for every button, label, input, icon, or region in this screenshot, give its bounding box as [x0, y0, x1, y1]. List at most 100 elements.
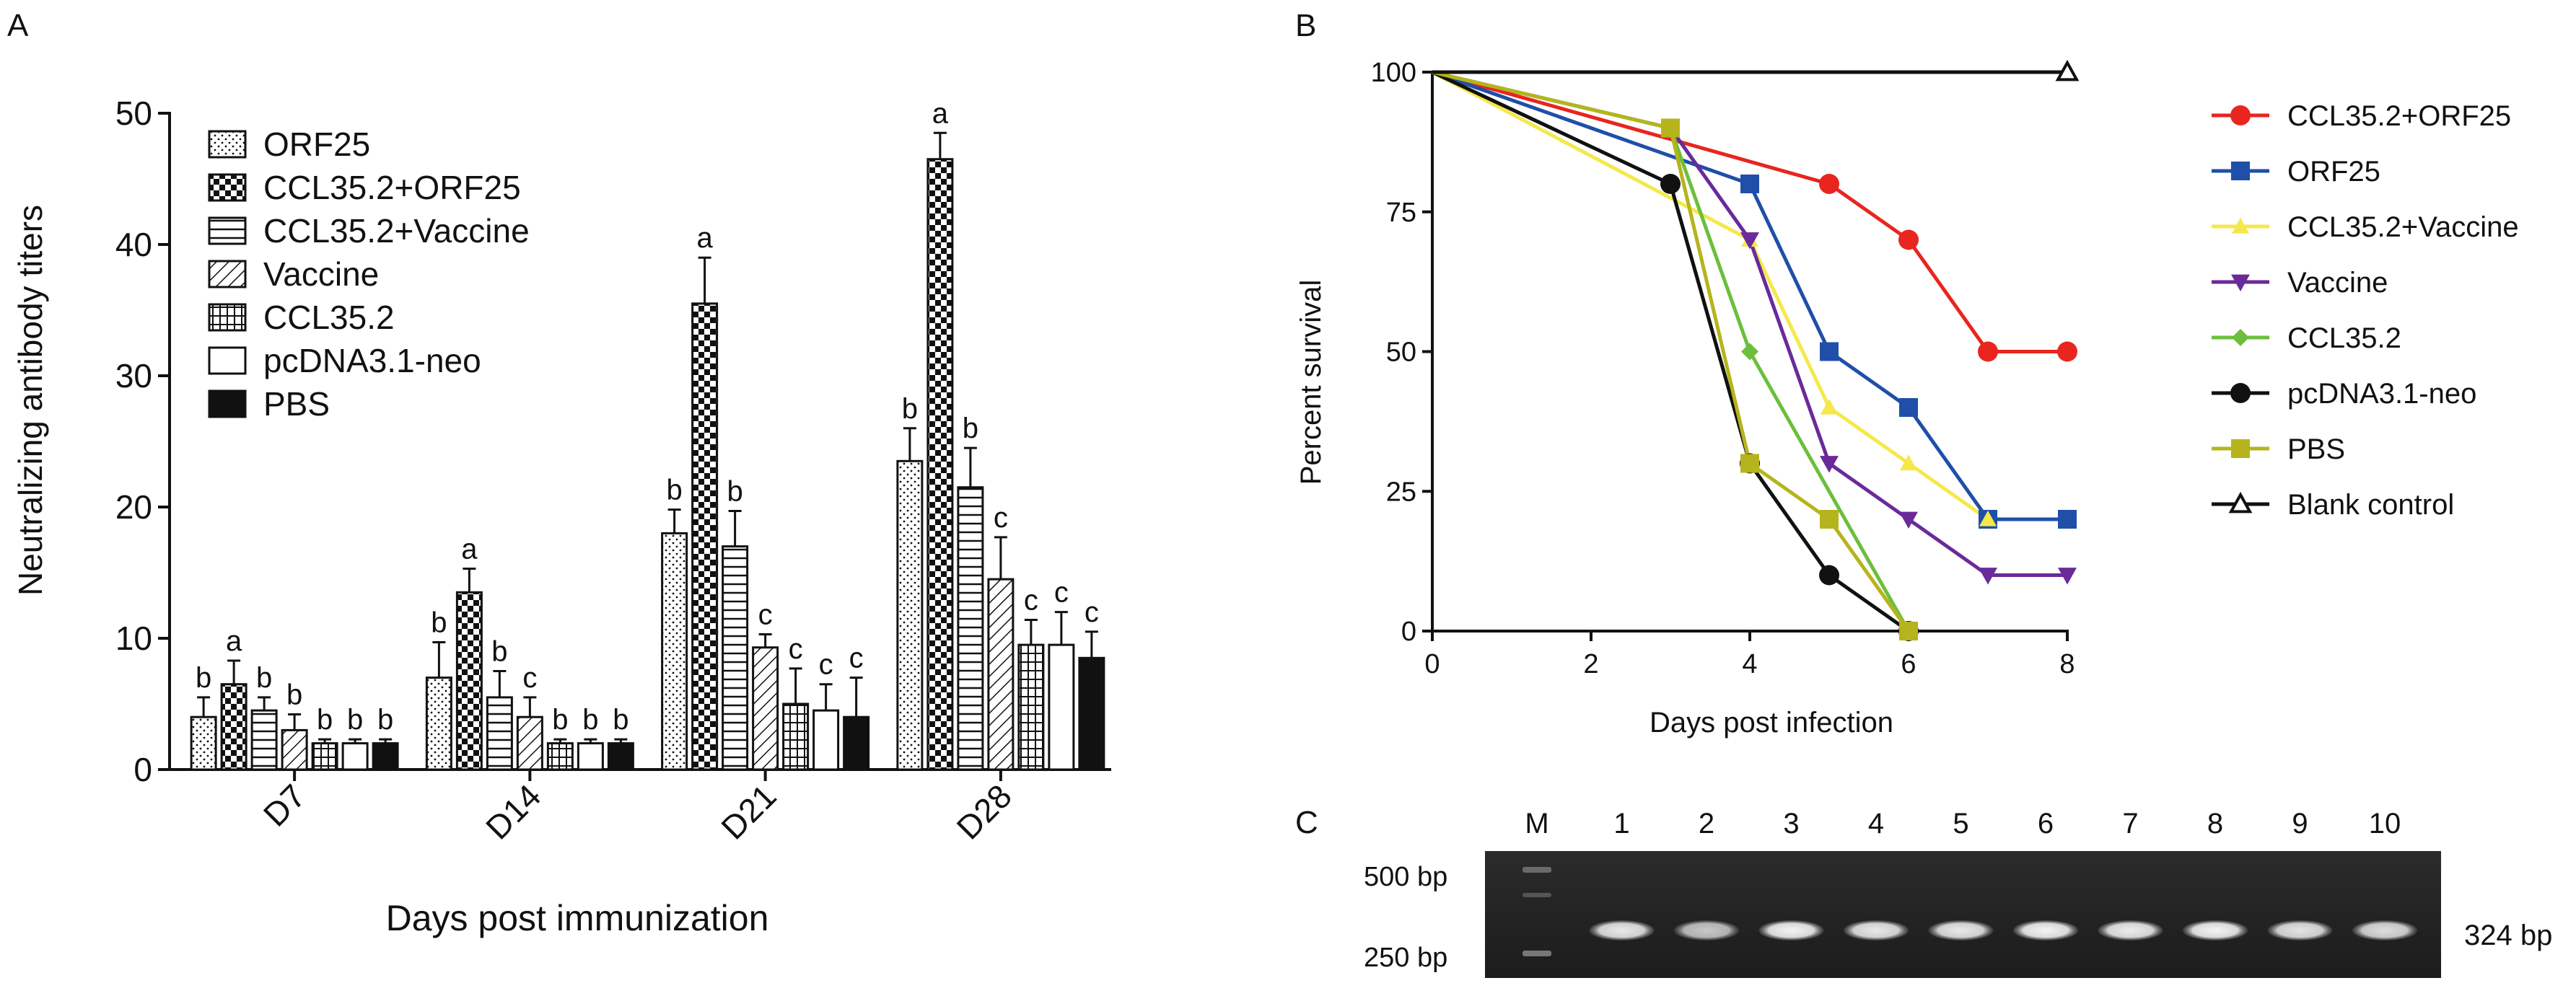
survival-point [2057, 341, 2077, 362]
gel-panel-c: 500 bp 250 bp 324 bp M 1 2 3 4 5 6 7 8 9 10 [1364, 808, 2552, 978]
panel-a-significance-letter: c [758, 599, 773, 631]
panel-a-bar [722, 545, 749, 771]
gel-band [1844, 920, 1909, 940]
panel-b-x-tick-label: 6 [1901, 649, 1916, 679]
panel-label-a: A [7, 8, 29, 43]
panel-a-legend-label: pcDNA3.1-neo [263, 342, 481, 379]
panel-a-legend-swatch [208, 303, 247, 332]
survival-point [1661, 118, 1680, 138]
panel-a-y-tick-label: 50 [115, 94, 152, 132]
survival-point [2055, 59, 2080, 81]
panel-a-bar [372, 742, 399, 771]
panel-a-significance-letter: b [377, 704, 393, 736]
gel-lane-label: 6 [2038, 808, 2054, 839]
survival-point [2232, 218, 2249, 234]
gel-lane-label: 3 [1783, 808, 1799, 839]
panel-a-significance-letter: c [819, 649, 833, 681]
panel-a-bar [691, 302, 719, 771]
survival-point [1899, 622, 1918, 640]
bar-chart-panel-a: Neutralizing antibody titers Days post i… [12, 94, 1111, 938]
panel-a-legend-label: CCL35.2+Vaccine [263, 212, 530, 250]
survival-point [1819, 565, 1839, 586]
survival-point [1898, 229, 1919, 250]
panel-a-legend-label: Vaccine [263, 255, 379, 293]
panel-a-bar [896, 459, 924, 771]
panel-a-significance-letter: c [789, 633, 803, 665]
panel-b-legend-label: CCL35.2 [2287, 322, 2401, 354]
survival-point [2231, 162, 2250, 180]
panel-a-bar [782, 702, 810, 771]
panel-a-bar [1017, 643, 1045, 771]
gel-band [2267, 920, 2333, 940]
gel-band [2098, 920, 2163, 940]
gel-lane-label: 5 [1953, 808, 1968, 839]
gel-band [1758, 920, 1824, 940]
gel-band [1928, 920, 1994, 940]
gel-lane-label: 1 [1613, 808, 1629, 839]
panel-a-bar [486, 696, 513, 771]
gel-lane-label: 8 [2207, 808, 2223, 839]
gel-ladder-band [1523, 893, 1551, 897]
gel-lane-label: 9 [2292, 808, 2308, 839]
panel-a-significance-letter: b [431, 607, 447, 638]
panel-a-legend-swatch [208, 389, 247, 418]
panel-b-legend: CCL35.2+ORF25 ORF25 CCL35.2+Vaccine Vaccine… [2212, 100, 2519, 521]
panel-b-x-tick-label: 8 [2059, 649, 2075, 679]
panel-a-bar [577, 742, 604, 771]
survival-point [1979, 511, 1997, 526]
panel-a-significance-letter: b [286, 679, 302, 711]
panel-a-bar [661, 532, 688, 771]
panel-a-significance-letter: b [667, 475, 683, 506]
panel-a-bar [1048, 643, 1075, 771]
survival-point [2230, 383, 2251, 403]
survival-point [1820, 342, 1839, 361]
panel-a-legend-label: CCL35.2+ORF25 [263, 169, 521, 206]
survival-point [1740, 232, 1759, 250]
panel-a-significance-letter: b [317, 704, 333, 736]
survival-line [1432, 70, 2067, 521]
panel-b-y-tick-label: 25 [1386, 477, 1416, 507]
panel-a-x-tick-label: D21 [714, 777, 783, 846]
panel-a-bar [425, 677, 452, 771]
panel-a-bar [546, 742, 574, 771]
panel-a-significance-letter: b [347, 704, 363, 736]
panel-a-significance-letter: c [994, 502, 1008, 534]
gel-ladder-band [1523, 951, 1551, 956]
panel-b-legend-label: Blank control [2287, 489, 2454, 521]
gel-marker-250: 250 bp [1364, 943, 1447, 973]
panel-b-legend-label: Vaccine [2287, 267, 2388, 299]
survival-point [1741, 343, 1758, 361]
gel-product-size: 324 bp [2464, 920, 2552, 951]
survival-line [1432, 70, 2067, 353]
panel-a-bar [516, 715, 543, 771]
panel-a-x-tick-label: D14 [478, 777, 548, 846]
panel-a-significance-letter: b [963, 413, 978, 444]
survival-point [1899, 511, 1918, 529]
panel-a-y-axis-label: Neutralizing antibody titers [12, 205, 49, 596]
panel-a-significance-letter: b [727, 475, 743, 507]
panel-a-significance-letter: b [491, 636, 507, 668]
panel-a-significance-letter: a [461, 534, 478, 565]
panel-a-bar [843, 715, 870, 771]
panel-b-x-axis-label: Days post infection [1650, 707, 1893, 739]
panel-a-bar [220, 683, 247, 771]
panel-b-legend-label: CCL35.2+Vaccine [2287, 211, 2519, 243]
panel-a-significance-letter: b [613, 704, 628, 736]
survival-point [2231, 274, 2250, 291]
panel-a-significance-letter: a [226, 625, 242, 657]
panel-a-legend-label: ORF25 [263, 125, 370, 163]
panel-label-b: B [1295, 8, 1316, 43]
panel-label-c: C [1295, 805, 1318, 840]
gel-band [2183, 920, 2248, 940]
survival-point [1820, 456, 1839, 473]
panel-a-significance-letter: b [196, 662, 211, 694]
panel-a-bar [812, 709, 840, 771]
panel-b-legend-label: ORF25 [2287, 156, 2380, 188]
survival-point [2228, 491, 2253, 514]
panel-a-y-tick-label: 40 [115, 226, 152, 263]
panel-a-significance-letter: b [552, 704, 568, 736]
panel-a-bar [926, 158, 954, 771]
panel-a-legend-swatch [208, 216, 247, 245]
panel-b-x-tick-label: 0 [1424, 649, 1440, 679]
gel-lane-label: 2 [1699, 808, 1714, 839]
